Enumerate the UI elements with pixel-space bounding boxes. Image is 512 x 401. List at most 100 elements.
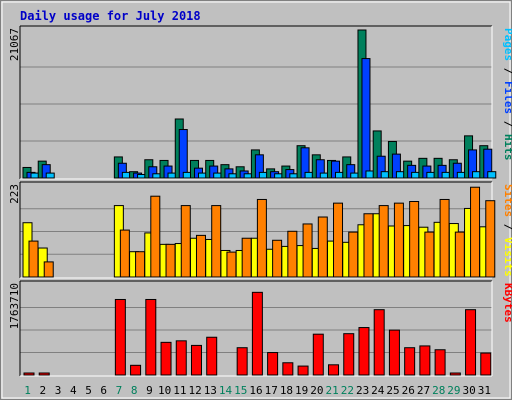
bar-kbytes-kbytes-day-8 bbox=[130, 364, 142, 376]
day-label-6: 6 bbox=[100, 384, 107, 397]
bar-visits-sites-day-22 bbox=[348, 231, 359, 278]
panel-hits: 21067 Pages / Files / Hits bbox=[8, 25, 512, 180]
panel-hits-legend-item-1: / bbox=[502, 61, 512, 81]
bar-kbytes-kbytes-day-30 bbox=[465, 309, 477, 376]
bar-visits-sites-day-10 bbox=[165, 243, 176, 278]
bar-visits-sites-day-14 bbox=[226, 251, 237, 278]
bar-visits-sites-day-16 bbox=[256, 198, 267, 278]
bar-kbytes-kbytes-day-27 bbox=[419, 345, 431, 376]
panel-visits-legend-item-0: Sites bbox=[502, 184, 512, 217]
day-label-26: 26 bbox=[402, 384, 415, 397]
panel-kbytes-legend: KBytes bbox=[502, 283, 512, 323]
bar-visits-sites-day-21 bbox=[333, 202, 344, 278]
bar-visits-sites-day-17 bbox=[272, 239, 283, 278]
day-label-16: 16 bbox=[249, 384, 262, 397]
bar-kbytes-kbytes-day-22 bbox=[343, 333, 355, 376]
day-label-17: 17 bbox=[265, 384, 278, 397]
chart-title: Daily usage for July 2018 bbox=[20, 9, 201, 23]
bar-hits-pages-day-31 bbox=[487, 171, 497, 179]
panel-hits-legend-item-4: Hits bbox=[502, 134, 512, 161]
bar-visits-sites-day-18 bbox=[287, 230, 298, 278]
bar-visits-sites-day-8 bbox=[135, 251, 146, 278]
bar-visits-sites-day-29 bbox=[454, 231, 465, 278]
day-label-22: 22 bbox=[341, 384, 354, 397]
panel-visits-legend-item-2: Visits bbox=[502, 237, 512, 277]
day-label-12: 12 bbox=[188, 384, 201, 397]
day-label-13: 13 bbox=[204, 384, 217, 397]
day-label-7: 7 bbox=[116, 384, 123, 397]
day-label-20: 20 bbox=[310, 384, 323, 397]
day-label-30: 30 bbox=[463, 384, 476, 397]
bar-kbytes-kbytes-day-26 bbox=[404, 347, 416, 376]
panel-kbytes: 1763710 KBytes bbox=[8, 280, 512, 377]
bar-visits-sites-day-26 bbox=[409, 201, 420, 278]
bar-kbytes-kbytes-day-16 bbox=[251, 291, 263, 376]
bar-visits-sites-day-25 bbox=[393, 202, 404, 278]
bar-kbytes-kbytes-day-28 bbox=[434, 349, 446, 376]
bar-visits-sites-day-2 bbox=[43, 261, 54, 278]
bar-visits-sites-day-31 bbox=[485, 200, 496, 278]
bar-kbytes-kbytes-day-17 bbox=[267, 352, 279, 376]
bar-kbytes-kbytes-day-20 bbox=[312, 333, 324, 376]
bar-kbytes-kbytes-day-23 bbox=[358, 327, 370, 376]
day-label-9: 9 bbox=[146, 384, 153, 397]
panel-hits-legend-item-0: Pages bbox=[502, 28, 512, 61]
day-label-2: 2 bbox=[40, 384, 47, 397]
bar-kbytes-kbytes-day-13 bbox=[206, 336, 218, 376]
bar-hits-files-day-11 bbox=[178, 129, 188, 179]
bar-kbytes-kbytes-day-29 bbox=[449, 372, 461, 376]
day-label-11: 11 bbox=[173, 384, 186, 397]
day-label-8: 8 bbox=[131, 384, 138, 397]
bar-kbytes-kbytes-day-7 bbox=[114, 298, 126, 376]
panel-hits-legend: Pages / Files / Hits bbox=[502, 28, 512, 161]
day-label-18: 18 bbox=[280, 384, 293, 397]
day-labels: 1 2 3 4 5 6 7 8 9 10 11 12 13 14 15 16 17 18 19 20 21 22 23 24 2… bbox=[24, 384, 491, 397]
bar-visits-sites-day-24 bbox=[378, 205, 389, 278]
day-label-15: 15 bbox=[234, 384, 247, 397]
bar-kbytes-kbytes-day-19 bbox=[297, 365, 309, 376]
day-label-24: 24 bbox=[371, 384, 385, 397]
bar-visits-sites-day-1 bbox=[28, 240, 39, 278]
bar-visits-sites-day-13 bbox=[211, 205, 222, 278]
panel-hits-legend-item-2: Files bbox=[502, 81, 512, 114]
bar-kbytes-kbytes-day-10 bbox=[160, 341, 172, 376]
day-label-4: 4 bbox=[70, 384, 77, 397]
bar-visits-sites-day-9 bbox=[150, 195, 161, 278]
bar-visits-sites-day-23 bbox=[363, 213, 374, 278]
bar-visits-sites-day-19 bbox=[302, 223, 313, 278]
bar-kbytes-kbytes-day-15 bbox=[236, 347, 248, 376]
bar-visits-sites-day-15 bbox=[241, 237, 252, 278]
bar-kbytes-kbytes-day-31 bbox=[480, 352, 492, 376]
panel-kbytes-ymax-label: 1763710 bbox=[8, 283, 21, 329]
panel-visits: 223 Sites / Visits bbox=[8, 181, 512, 279]
day-label-27: 27 bbox=[417, 384, 430, 397]
bar-visits-sites-day-30 bbox=[470, 186, 481, 278]
panel-visits-legend: Sites / Visits bbox=[502, 184, 512, 277]
day-label-21: 21 bbox=[326, 384, 339, 397]
bar-visits-sites-day-20 bbox=[317, 216, 328, 278]
bar-visits-sites-day-28 bbox=[439, 198, 450, 278]
bar-kbytes-kbytes-day-18 bbox=[282, 362, 294, 376]
day-label-14: 14 bbox=[219, 384, 233, 397]
day-label-28: 28 bbox=[432, 384, 445, 397]
day-label-25: 25 bbox=[386, 384, 399, 397]
panel-kbytes-legend-item-0: KBytes bbox=[502, 283, 512, 323]
bar-visits-sites-day-27 bbox=[424, 231, 435, 278]
panel-visits-ymax-label: 223 bbox=[8, 184, 21, 204]
panel-hits-legend-item-3: / bbox=[502, 114, 512, 134]
bar-visits-sites-day-7 bbox=[119, 229, 130, 278]
day-label-3: 3 bbox=[55, 384, 62, 397]
day-label-5: 5 bbox=[85, 384, 92, 397]
bar-visits-sites-day-11 bbox=[180, 205, 191, 278]
bar-hits-files-day-23 bbox=[361, 58, 371, 179]
day-label-19: 19 bbox=[295, 384, 308, 397]
panels: 21067 Pages / Files / Hits 223 Sites / Visi… bbox=[8, 25, 512, 377]
day-label-1: 1 bbox=[24, 384, 31, 397]
panel-hits-ymax-label: 21067 bbox=[8, 28, 21, 61]
day-label-31: 31 bbox=[478, 384, 491, 397]
bar-kbytes-kbytes-day-1 bbox=[23, 372, 35, 376]
day-label-10: 10 bbox=[158, 384, 171, 397]
